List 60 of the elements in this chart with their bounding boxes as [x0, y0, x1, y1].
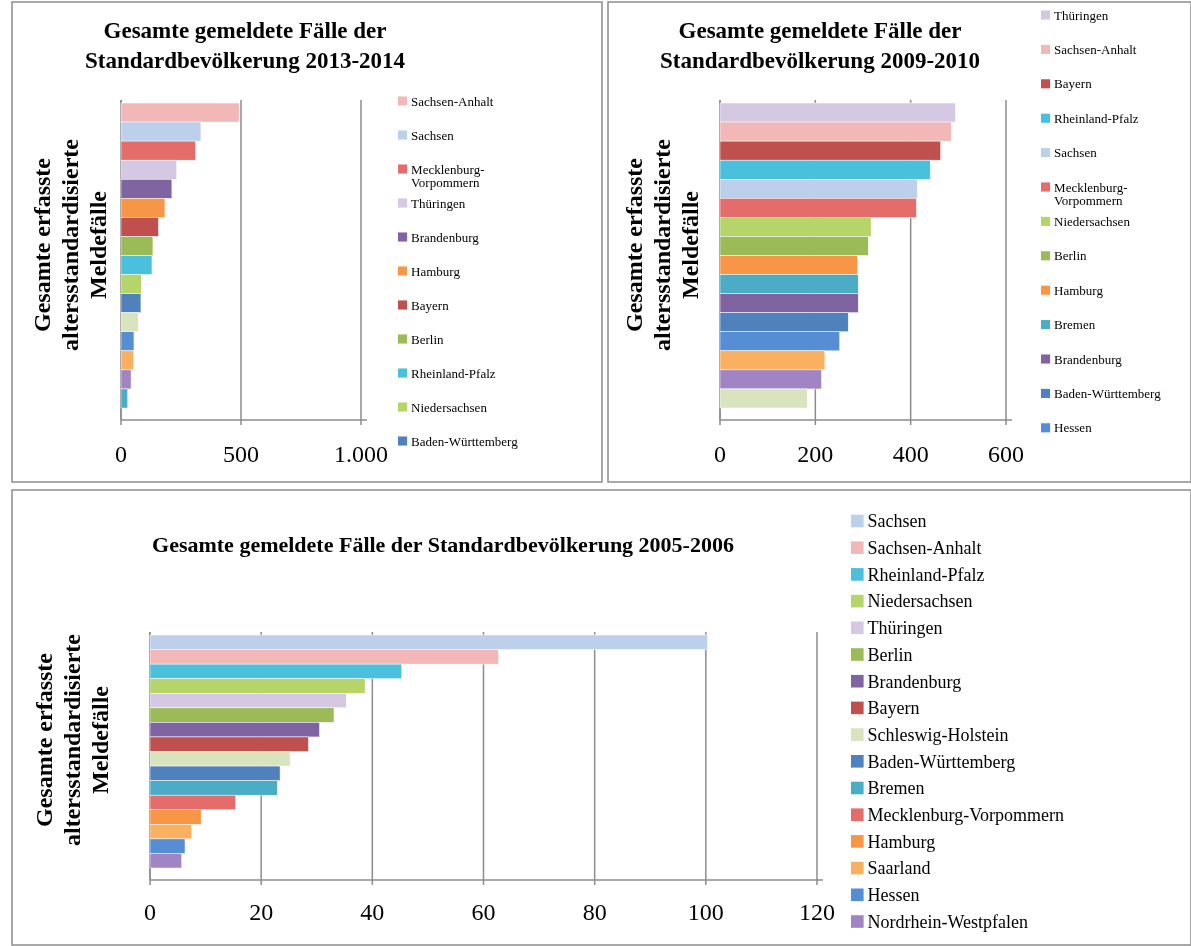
legend-label: Hamburg — [411, 263, 461, 279]
legend-label: Sachsen-Anhalt — [867, 538, 982, 558]
legend-label: Rheinland-Pfalz — [411, 365, 496, 381]
legend-label: Niedersachsen — [1054, 213, 1131, 229]
legend-label: Mecklenburg-Vorpommern — [867, 805, 1064, 825]
legend-label: Mecklenburg-Vorpommern — [411, 161, 485, 191]
legend-label: Brandenburg — [411, 229, 480, 245]
x-tick-label: 0 — [115, 441, 127, 467]
chart-title: Gesamte gemeldete Fälle der Standardbevölkerung 2005-2006 — [152, 532, 734, 557]
x-tick-label: 400 — [892, 441, 929, 467]
legend-label: Brandenburg — [867, 671, 962, 692]
legend-label: Hamburg — [1054, 282, 1104, 298]
legend-label: Hessen — [867, 885, 920, 906]
x-tick-label: 0 — [714, 441, 726, 467]
legend-label: Sachsen-Anhalt — [1054, 41, 1137, 57]
x-tick-label: 0 — [144, 899, 156, 925]
legend-label: Mecklenburg-Vorpommern — [1054, 179, 1128, 209]
legend-label: Baden-Württemberg — [411, 433, 519, 449]
legend-label: Thüringen — [411, 195, 466, 211]
chart-title: Gesamte gemeldete Fälle der Standardbevölkerung 2009-2010 — [659, 18, 981, 73]
y-axis-title: Gesamte erfasste altersstandardisierte Meldefälle — [31, 633, 113, 846]
legend-label: Hamburg — [867, 831, 936, 852]
x-tick-label: 60 — [471, 899, 496, 925]
legend-label: Berlin — [867, 644, 913, 665]
legend-label: Rheinland-Pfalz — [1054, 110, 1139, 126]
x-tick-label: 40 — [360, 899, 385, 925]
x-tick-label: 80 — [582, 899, 607, 925]
legend-label: Bayern — [411, 297, 450, 313]
x-tick-label: 200 — [797, 441, 834, 467]
chart-title: Gesamte gemeldete Fälle der Standardbevölkerung 2013-2014 — [84, 18, 406, 73]
legend-label: Baden-Württemberg — [1054, 385, 1162, 401]
legend-label: Sachsen — [867, 511, 927, 532]
legend-label: Bayern — [1054, 76, 1093, 92]
legend-label: Schleswig-Holstein — [867, 724, 1009, 745]
x-tick-label: 1.000 — [334, 441, 388, 467]
legend-label: Sachsen-Anhalt — [411, 93, 494, 109]
y-axis-title: Gesamte erfasste altersstandardisierte Meldefälle — [29, 138, 111, 351]
legend-label: Baden-Württemberg — [867, 751, 1016, 772]
legend-label: Bremen — [1054, 317, 1096, 333]
x-tick-label: 20 — [249, 899, 274, 925]
legend-label: Sachsen — [411, 127, 455, 143]
x-tick-label: 500 — [223, 441, 259, 467]
legend-label: Sachsen — [1054, 145, 1098, 161]
legend-label: Niedersachsen — [411, 399, 488, 415]
legend-label: Nordrhein-Westpfalen — [867, 911, 1029, 932]
x-tick-label: 100 — [687, 899, 724, 925]
legend-label: Hessen — [1054, 420, 1093, 436]
legend-label: Berlin — [411, 331, 445, 347]
legend-label: Thüringen — [867, 618, 943, 639]
x-tick-label: 600 — [988, 441, 1024, 467]
legend-label: Niedersachsen — [867, 591, 973, 612]
legend-label: Saarland — [867, 858, 931, 879]
legend-label: Thüringen — [1054, 7, 1109, 23]
x-tick-label: 120 — [799, 899, 835, 925]
legend-label: Rheinland-Pfalz — [867, 564, 985, 585]
legend-label: Brandenburg — [1054, 351, 1123, 367]
legend-label: Berlin — [1054, 248, 1088, 264]
y-axis-title: Gesamte erfasste altersstandardisierte Meldefälle — [621, 138, 703, 351]
legend-label: Bremen — [867, 778, 925, 799]
legend-label: Bayern — [867, 698, 920, 719]
